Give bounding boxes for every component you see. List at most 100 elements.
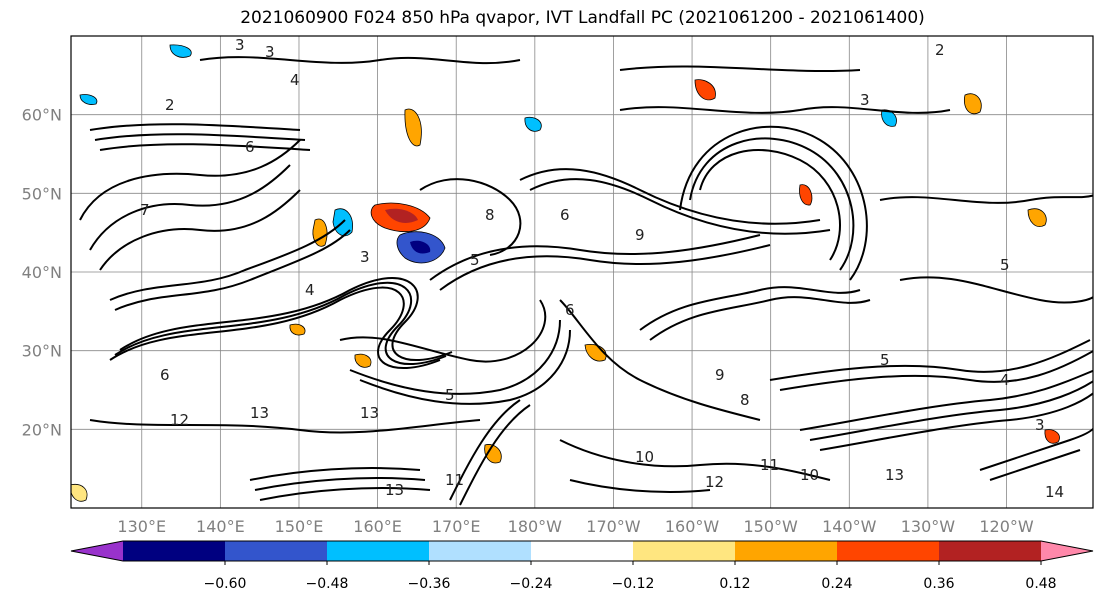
longitude-labels: 130°E 140°E 150°E 160°E 170°E 180°W 170°W 160°W… (117, 517, 1033, 536)
contour-line (689, 137, 855, 271)
contour-line (559, 299, 761, 421)
longitude-label: 140°E (196, 517, 245, 536)
longitude-label: 160°E (353, 517, 402, 536)
anomaly-negative (524, 116, 542, 132)
colorbar-segment (225, 541, 328, 561)
colorbar-segment (123, 541, 226, 561)
contour-line (89, 164, 291, 251)
colorbar-tick-label: −0.24 (510, 576, 553, 592)
contour-label: 4 (290, 71, 300, 89)
contour-line (879, 194, 1093, 204)
contour-label: 13 (385, 481, 404, 499)
contour-label: 5 (470, 251, 480, 269)
colorbar-tick-label: −0.36 (408, 576, 451, 592)
contour-label: 7 (140, 201, 150, 219)
contour-line (559, 439, 831, 481)
contour-line (779, 349, 1093, 391)
contour-line (989, 449, 1081, 481)
contour-label: 6 (560, 206, 570, 224)
colorbar-tick-label: 0.24 (821, 576, 852, 592)
longitude-label: 150°W (743, 517, 798, 536)
anomaly-positive (312, 218, 328, 247)
contour-line (449, 399, 521, 501)
contour-line (679, 125, 868, 281)
anomaly-positive (1044, 429, 1060, 444)
contour-label: 12 (170, 411, 189, 429)
latitude-label: 50°N (22, 184, 62, 203)
colorbar-segment (327, 541, 430, 561)
contour-label: 12 (705, 473, 724, 491)
contour-line (359, 329, 571, 405)
contour-line (429, 234, 761, 281)
contour-label: 10 (635, 448, 654, 466)
contour-label: 13 (360, 404, 379, 422)
contour-label: 5 (880, 351, 890, 369)
longitude-label: 150°E (275, 517, 324, 536)
contour-line (639, 286, 861, 331)
contour-line (439, 244, 771, 291)
contour-label: 5 (1000, 256, 1010, 274)
contour-line (89, 123, 301, 131)
contour-line (819, 392, 1093, 451)
contour-line (114, 229, 351, 311)
contour-line (109, 219, 346, 301)
contour-label: 13 (250, 404, 269, 422)
contour-line (519, 168, 821, 225)
longitude-label: 120°W (979, 517, 1034, 536)
colorbar-extend-low (71, 541, 123, 561)
colorbar-segment (735, 541, 838, 561)
latitude-label: 60°N (22, 106, 62, 125)
longitude-label: 170°E (432, 517, 481, 536)
contour-line (89, 419, 481, 434)
longitude-label: 170°W (586, 517, 641, 536)
contour-label: 3 (860, 91, 870, 109)
latitude-label: 20°N (22, 420, 62, 439)
contour-line (459, 404, 531, 506)
anomaly-positive (799, 184, 813, 206)
map-frame (70, 35, 1094, 509)
colorbar-tick-label: 0.48 (1025, 576, 1056, 592)
latitude-labels: 60°N 50°N 40°N 30°N 20°N (22, 106, 62, 440)
colorbar-tick-label: 0.12 (719, 576, 750, 592)
contour-label: 6 (160, 366, 170, 384)
plot-title: 2021060900 F024 850 hPa qvapor, IVT Land… (240, 8, 925, 28)
colorbar-segment (939, 541, 1042, 561)
contour-line (249, 467, 421, 481)
contour-line (419, 178, 522, 256)
contour-label: 11 (760, 456, 779, 474)
anomaly-negative-core (410, 240, 431, 254)
contour-label: 13 (885, 466, 904, 484)
contour-line (79, 139, 301, 221)
contour-line (529, 178, 831, 235)
contour-line (259, 487, 431, 501)
contour-line (809, 380, 1093, 441)
contour-label: 6 (565, 301, 575, 319)
contour-label: 2 (165, 96, 175, 114)
contour-label: 9 (715, 366, 725, 384)
contour-line (254, 477, 426, 491)
colorbar-tick-label: −0.12 (612, 576, 655, 592)
contour-line (619, 65, 861, 73)
latitude-label: 30°N (22, 342, 62, 361)
anomaly-positive (354, 353, 372, 368)
contour-label: 3 (360, 248, 370, 266)
contour-label: 4 (1000, 371, 1010, 389)
anomaly-positive (963, 93, 982, 115)
contour-label: 6 (245, 138, 255, 156)
colorbar-segment (531, 541, 634, 561)
contour-line (899, 276, 1093, 304)
contour-line (94, 133, 306, 141)
contour-label: 10 (800, 466, 819, 484)
contour-line (99, 143, 311, 151)
contour-line (339, 299, 547, 363)
anomaly-positive (404, 108, 422, 147)
colorbar-tick-label: 0.36 (923, 576, 954, 592)
colorbar-tick-label: −0.48 (306, 576, 349, 592)
contour-label: 8 (740, 391, 750, 409)
contour-label: 8 (485, 206, 495, 224)
anomaly-positive (71, 483, 88, 502)
contour-label: 3 (235, 36, 245, 54)
longitude-label: 130°E (117, 517, 166, 536)
contour-label: 3 (265, 43, 275, 61)
